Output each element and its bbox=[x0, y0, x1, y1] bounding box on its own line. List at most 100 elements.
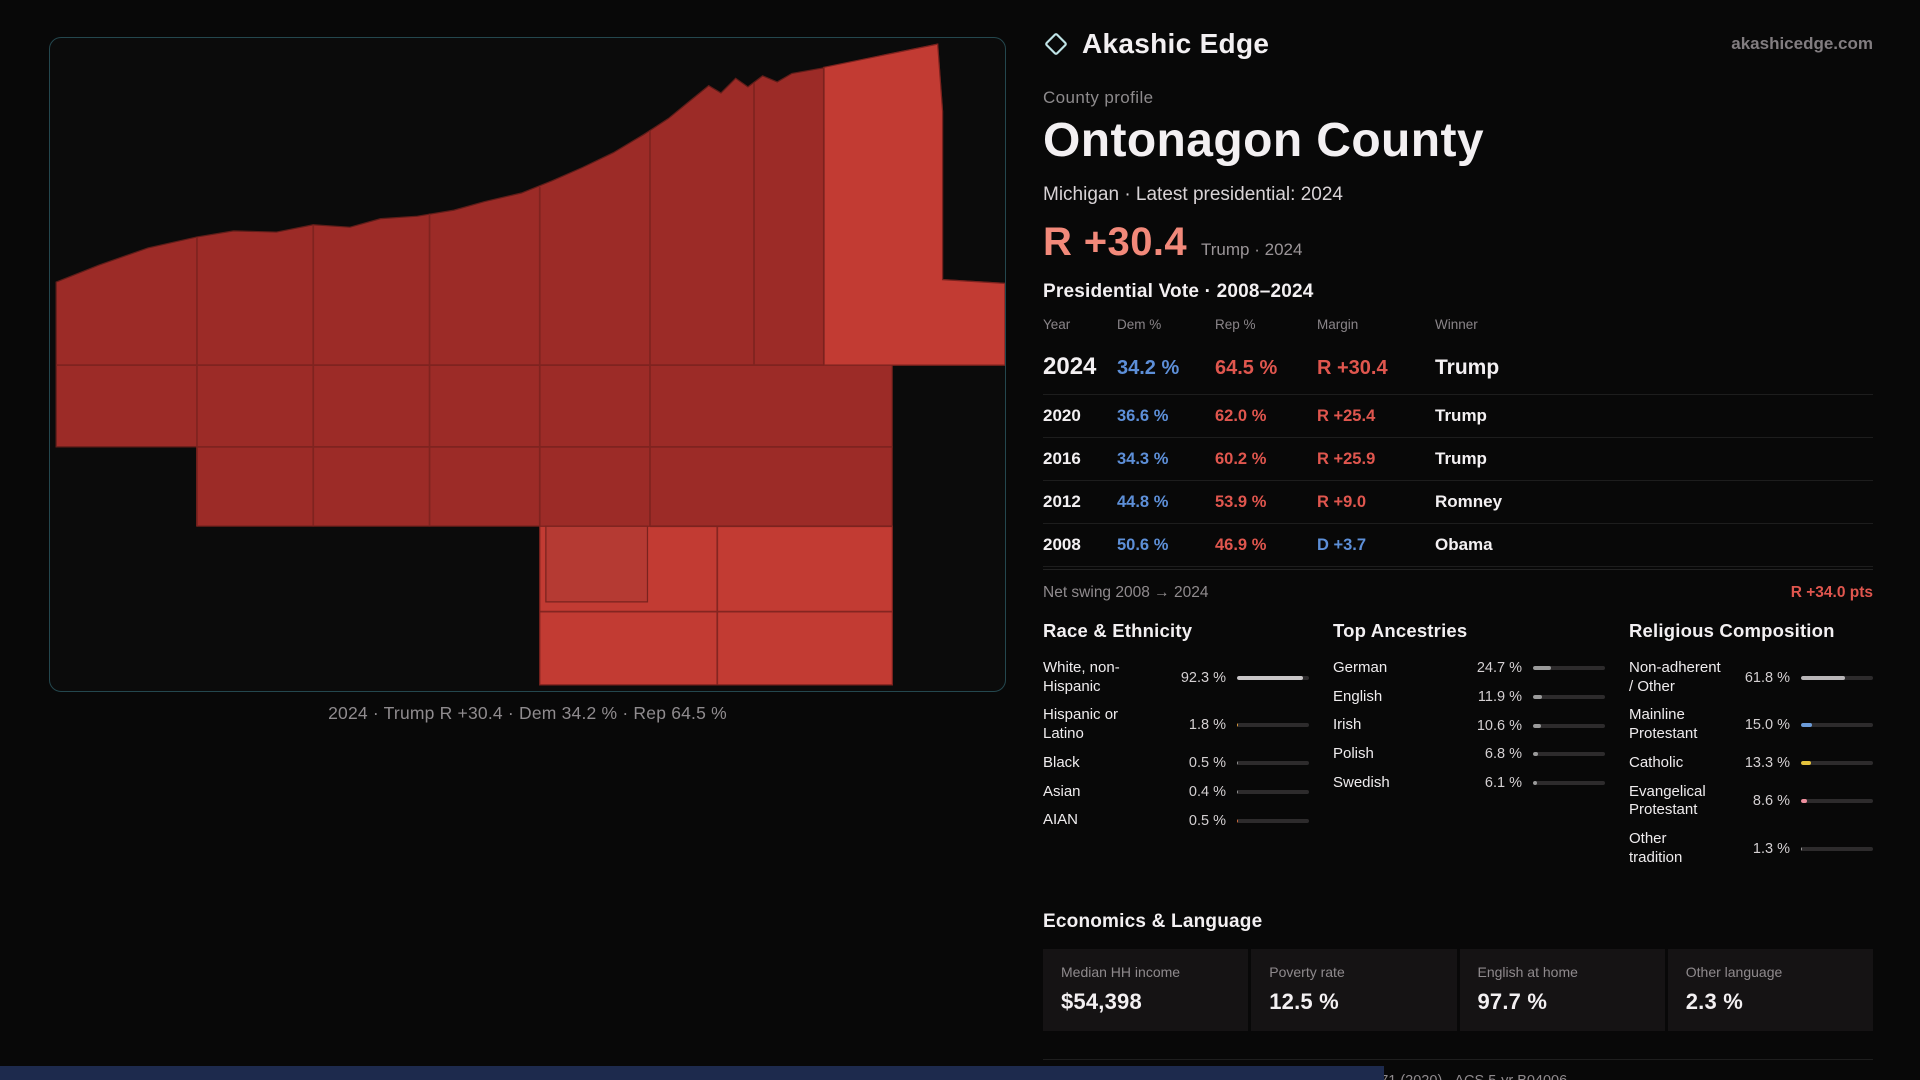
net-swing-row: Net swing 2008 → 2024 R +34.0 pts bbox=[1043, 568, 1873, 602]
stat-box-value: $54,398 bbox=[1061, 988, 1142, 1014]
year: 2016 bbox=[1043, 448, 1081, 468]
stat-box-value: 97.7 % bbox=[1477, 988, 1548, 1014]
dem-pct: 50.6 % bbox=[1117, 535, 1169, 554]
religion-row-mainline: Mainline Protestant 15.0 % bbox=[1629, 701, 1873, 749]
stat-box-median-income: Median HH income $54,398 bbox=[1043, 948, 1249, 1031]
net-swing-value: R +34.0 pts bbox=[1790, 583, 1873, 601]
stat-label: Irish bbox=[1333, 716, 1362, 734]
stat-label: AIAN bbox=[1043, 811, 1079, 829]
stat-label: Evangelical Protestant bbox=[1629, 782, 1706, 819]
religion-row-nonadherent: Non-adherent / Other 61.8 % bbox=[1629, 654, 1873, 702]
headline-margin-value: R +30.4 bbox=[1043, 219, 1188, 264]
county-map-svg[interactable] bbox=[50, 38, 1005, 691]
vote-row-2016: 2016 34.3 % 60.2 % R +25.9 Trump bbox=[1043, 438, 1873, 481]
stat-bar bbox=[1237, 789, 1309, 794]
county-shape-bright-east bbox=[823, 43, 1005, 366]
stat-label: German bbox=[1333, 658, 1388, 676]
winner: Trump bbox=[1435, 355, 1500, 379]
stat-value: 10.6 % bbox=[1476, 717, 1522, 734]
county-internal-boundaries bbox=[56, 67, 893, 685]
stat-label: English bbox=[1333, 687, 1383, 705]
stat-bar bbox=[1237, 818, 1309, 823]
ancestry-row-irish: Irish 10.6 % bbox=[1333, 711, 1605, 740]
margin: R +9.0 bbox=[1317, 492, 1367, 511]
county-map-panel[interactable] bbox=[49, 37, 1006, 692]
race-row-white: White, non-Hispanic 92.3 % bbox=[1043, 654, 1309, 702]
religion-row-evangelical: Evangelical Protestant 8.6 % bbox=[1629, 778, 1873, 826]
vote-row-2024: 2024 34.2 % 64.5 % R +30.4 Trump bbox=[1043, 341, 1873, 395]
page-subtitle: Michigan · Latest presidential: 2024 bbox=[1043, 183, 1343, 205]
stat-label: Polish bbox=[1333, 745, 1374, 762]
headline-margin-row: R +30.4 Trump · 2024 bbox=[1043, 220, 1873, 265]
stat-box-label: Poverty rate bbox=[1269, 963, 1345, 980]
religion-row-other: Other tradition 1.3 % bbox=[1629, 825, 1873, 873]
stat-bar bbox=[1801, 799, 1873, 804]
brand-domain-link[interactable]: akashicedge.com bbox=[1731, 34, 1873, 53]
stat-value: 0.4 % bbox=[1188, 783, 1226, 800]
county-shape-bright-south-sub bbox=[545, 525, 649, 603]
stat-bar bbox=[1237, 761, 1309, 766]
stat-label: Mainline Protestant bbox=[1629, 706, 1698, 742]
vote-table-title: Presidential Vote · 2008–2024 bbox=[1043, 280, 1314, 302]
col-margin: Margin bbox=[1317, 316, 1359, 332]
stat-bar bbox=[1533, 666, 1605, 671]
stat-value: 6.1 % bbox=[1484, 775, 1522, 792]
rep-pct: 53.9 % bbox=[1215, 492, 1267, 511]
stat-value: 15.0 % bbox=[1744, 717, 1790, 733]
stat-bar bbox=[1533, 781, 1605, 786]
stat-value: 24.7 % bbox=[1476, 660, 1522, 677]
stat-value: 1.3 % bbox=[1752, 840, 1790, 857]
stat-box-label: English at home bbox=[1477, 963, 1578, 980]
stat-value: 61.8 % bbox=[1744, 669, 1790, 686]
winner: Trump bbox=[1435, 448, 1487, 468]
stat-value: 8.6 % bbox=[1752, 793, 1790, 810]
stat-value: 11.9 % bbox=[1477, 688, 1522, 705]
ancestry-row-swedish: Swedish 6.1 % bbox=[1333, 769, 1605, 798]
margin: D +3.7 bbox=[1317, 535, 1367, 554]
stat-label: Hispanic or Latino bbox=[1043, 706, 1119, 742]
brand-name: Akashic Edge bbox=[1082, 28, 1270, 59]
year: 2008 bbox=[1043, 534, 1081, 554]
race-ethnicity-column: Race & Ethnicity White, non-Hispanic 92.… bbox=[1043, 620, 1309, 873]
economics-stat-boxes: Median HH income $54,398 Poverty rate 12… bbox=[1043, 948, 1873, 1031]
margin: R +25.9 bbox=[1317, 449, 1376, 468]
economics-title: Economics & Language bbox=[1043, 910, 1263, 932]
religion-column: Religious Composition Non-adherent / Oth… bbox=[1629, 620, 1873, 873]
stat-value: 92.3 % bbox=[1180, 669, 1226, 686]
stat-value: 0.5 % bbox=[1188, 812, 1226, 829]
ancestries-title: Top Ancestries bbox=[1333, 619, 1468, 641]
stat-box-value: 2.3 % bbox=[1685, 988, 1744, 1014]
ancestry-row-english: English 11.9 % bbox=[1333, 683, 1605, 712]
county-profile-panel: Akashic Edge akashicedge.com County prof… bbox=[1043, 28, 1873, 1080]
vote-table: Year Dem % Rep % Margin Winner 2024 34.2… bbox=[1043, 317, 1873, 602]
col-rep: Rep % bbox=[1215, 316, 1256, 332]
stat-label: White, non-Hispanic bbox=[1043, 658, 1120, 695]
demographic-columns: Race & Ethnicity White, non-Hispanic 92.… bbox=[1043, 620, 1873, 873]
year: 2024 bbox=[1043, 352, 1097, 380]
stat-bar bbox=[1801, 761, 1873, 766]
race-row-asian: Asian 0.4 % bbox=[1043, 778, 1309, 807]
race-row-hispanic: Hispanic or Latino 1.8 % bbox=[1043, 701, 1309, 749]
background-window-edge bbox=[0, 1066, 1384, 1080]
stat-box-label: Other language bbox=[1685, 963, 1783, 980]
dem-pct: 44.8 % bbox=[1117, 492, 1169, 511]
stat-label: Swedish bbox=[1333, 773, 1390, 791]
net-swing-label: Net swing 2008 → 2024 bbox=[1043, 583, 1209, 601]
stat-box-english-at-home: English at home 97.7 % bbox=[1459, 948, 1665, 1031]
headline-margin-note: Trump · 2024 bbox=[1201, 239, 1303, 259]
rep-pct: 62.0 % bbox=[1215, 406, 1267, 425]
stat-bar bbox=[1237, 723, 1309, 727]
stat-label: Asian bbox=[1043, 782, 1081, 800]
rep-pct: 46.9 % bbox=[1215, 535, 1267, 554]
page-title: Ontonagon County bbox=[1043, 114, 1484, 167]
brand-diamond-icon bbox=[1045, 33, 1067, 55]
stat-bar bbox=[1533, 723, 1605, 728]
dem-pct: 36.6 % bbox=[1117, 406, 1169, 425]
margin: R +30.4 bbox=[1317, 356, 1388, 379]
stat-bar bbox=[1237, 675, 1309, 680]
kicker-county-profile: County profile bbox=[1043, 88, 1154, 107]
winner: Romney bbox=[1435, 491, 1503, 511]
stat-value: 13.3 % bbox=[1744, 755, 1790, 772]
ancestry-row-polish: Polish 6.8 % bbox=[1333, 740, 1605, 769]
stat-bar bbox=[1801, 675, 1873, 680]
